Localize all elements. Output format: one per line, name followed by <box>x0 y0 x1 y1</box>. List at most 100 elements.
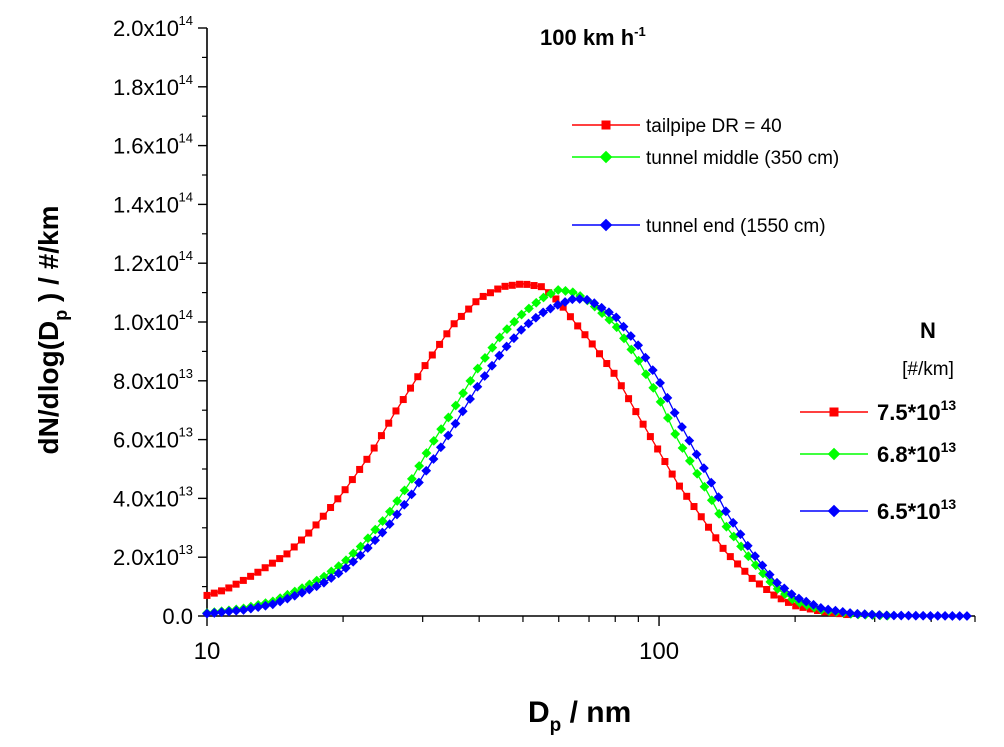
data-point <box>443 430 454 441</box>
totals-item: 7.5*1013 <box>800 397 956 425</box>
data-point <box>712 534 720 542</box>
data-point <box>370 444 378 452</box>
data-point <box>552 299 563 310</box>
data-point <box>925 610 936 621</box>
data-point <box>341 486 349 494</box>
data-point <box>276 555 284 563</box>
data-point <box>626 344 637 355</box>
data-point <box>683 492 691 500</box>
legend-marker <box>599 218 613 232</box>
data-point <box>808 599 819 610</box>
totals-value: 6.5*1013 <box>877 496 956 524</box>
data-point <box>414 373 422 381</box>
data-point <box>720 506 731 517</box>
data-point <box>728 517 739 528</box>
data-point <box>699 463 709 474</box>
data-point <box>772 583 783 594</box>
data-point <box>734 560 742 568</box>
data-point <box>648 382 659 393</box>
data-point <box>304 579 315 590</box>
data-point <box>348 556 359 567</box>
data-point <box>232 580 240 588</box>
data-point <box>370 535 380 546</box>
data-point <box>443 330 451 338</box>
data-point <box>784 598 792 606</box>
data-point <box>508 281 516 289</box>
data-point <box>516 324 527 335</box>
y-tick-exponent: 14 <box>179 307 193 322</box>
x-tick-label: 10 <box>194 638 221 665</box>
data-point <box>231 605 242 616</box>
legend-label: tailpipe DR = 40 <box>646 116 782 137</box>
data-point <box>799 603 807 611</box>
data-point <box>597 308 607 319</box>
data-point <box>684 455 695 466</box>
data-point <box>516 309 527 320</box>
data-point <box>486 289 494 297</box>
data-point <box>675 482 683 490</box>
data-point <box>589 298 600 309</box>
data-point <box>770 591 778 599</box>
data-point <box>852 608 863 619</box>
data-point <box>224 606 234 617</box>
data-point <box>560 297 570 307</box>
y-tick-exponent: 13 <box>179 483 193 498</box>
y-tick-exponent: 13 <box>179 542 193 557</box>
data-point <box>697 513 705 521</box>
data-point <box>355 550 366 561</box>
data-point <box>494 285 502 293</box>
data-point <box>706 495 717 506</box>
data-point <box>821 608 829 616</box>
data-point <box>304 584 315 595</box>
data-point <box>567 294 578 305</box>
y-tick-exponent: 13 <box>179 425 193 440</box>
data-point <box>377 432 385 440</box>
data-point <box>719 544 727 552</box>
data-point <box>501 341 512 352</box>
data-point <box>480 353 490 363</box>
data-point <box>319 512 327 520</box>
legend-totals: 7.5*1013 6.8*1013 6.5*1013 <box>800 397 956 524</box>
data-point <box>947 611 958 621</box>
data-point <box>392 509 402 520</box>
data-point <box>954 611 965 621</box>
data-point <box>225 584 233 592</box>
data-point <box>202 608 212 619</box>
data-point <box>932 610 943 621</box>
data-point <box>370 524 381 535</box>
data-point <box>254 568 262 576</box>
data-point <box>239 576 247 584</box>
y-tick-label: 1.4x10 <box>113 192 179 217</box>
data-point <box>406 474 417 484</box>
data-point <box>494 332 505 343</box>
data-point <box>835 610 843 618</box>
y-tick-exponent: 13 <box>179 366 193 381</box>
data-point <box>735 529 746 540</box>
data-point <box>348 476 356 484</box>
data-point <box>216 607 227 618</box>
data-point <box>406 489 417 500</box>
data-point <box>421 448 432 458</box>
data-point <box>677 443 688 453</box>
x-tick-label: 100 <box>639 638 679 665</box>
data-point <box>669 407 680 418</box>
data-point <box>690 503 698 511</box>
data-point <box>245 603 256 614</box>
data-point <box>699 481 710 492</box>
totals-item: 6.5*1013 <box>800 496 956 524</box>
data-point <box>889 610 899 621</box>
y-tick-exponent: 14 <box>179 248 193 263</box>
legend-top: tailpipe DR = 40 tunnel middle (350 cm) tu… <box>572 116 839 237</box>
data-point <box>837 606 848 617</box>
data-point <box>516 280 524 288</box>
data-point <box>210 589 218 597</box>
data-point <box>757 560 768 571</box>
data-point <box>531 297 542 308</box>
legend-item: tailpipe DR = 40 <box>572 116 782 137</box>
data-point <box>340 563 351 573</box>
data-point <box>574 322 582 330</box>
data-point <box>289 590 300 601</box>
data-point <box>611 322 622 333</box>
